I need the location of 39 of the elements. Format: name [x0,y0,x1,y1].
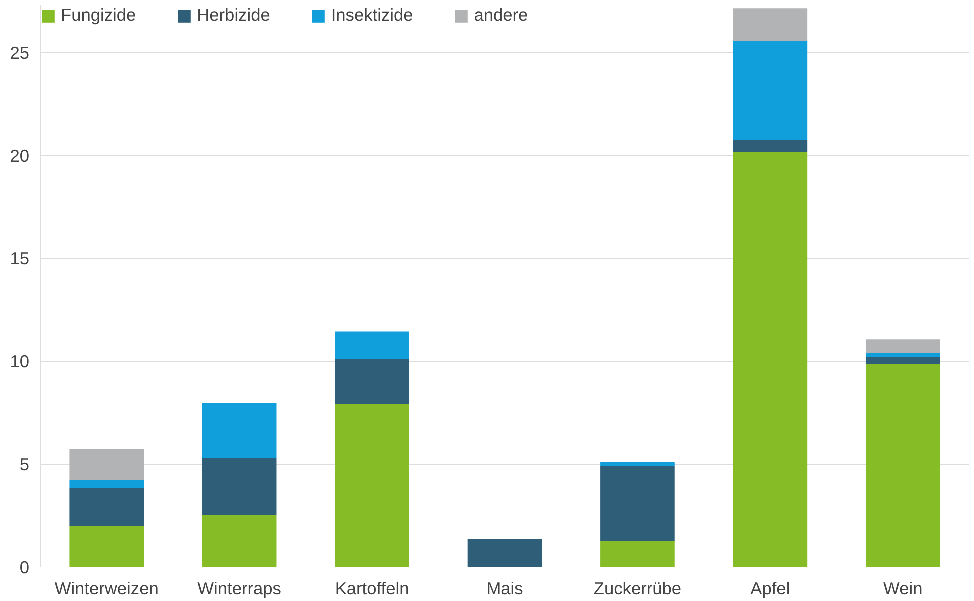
y-tick-label: 15 [10,248,30,269]
legend-label: Fungizide [61,5,136,26]
bar [335,359,410,404]
bar [70,480,144,488]
bar [600,540,675,568]
bar [70,450,144,480]
legend-label: andere [474,5,528,26]
y-tick-label: 20 [10,146,30,166]
bar [600,462,675,466]
legend-label: Insektizide [331,5,414,26]
bar [335,404,410,568]
x-tick-label: Wein [884,578,923,598]
x-tick-label: Mais [486,578,524,598]
x-tick-label: Zuckerrübe [594,578,682,598]
legend-label: Herbizide [197,5,270,26]
bar [733,8,808,42]
bar [733,41,808,140]
bar [866,340,940,354]
bar [202,403,277,458]
bar [202,458,277,516]
y-tick-label: 0 [20,558,30,578]
y-tick-label: 5 [20,454,30,475]
bar [866,357,940,364]
x-tick-label: Kartoffeln [335,578,410,598]
y-tick-label: 25 [10,42,30,63]
bar [468,539,542,568]
bar [70,526,144,568]
x-tick-label: Apfel [750,578,790,598]
bar [733,152,808,568]
bar [866,364,940,568]
bar [335,332,410,360]
x-tick-label: Winterraps [198,578,282,598]
bar [202,515,277,568]
y-tick-label: 10 [10,352,30,372]
x-tick-label: Winterweizen [54,578,159,598]
bar [600,466,675,541]
bar [70,488,144,526]
bar [866,353,940,358]
bar [733,140,808,152]
